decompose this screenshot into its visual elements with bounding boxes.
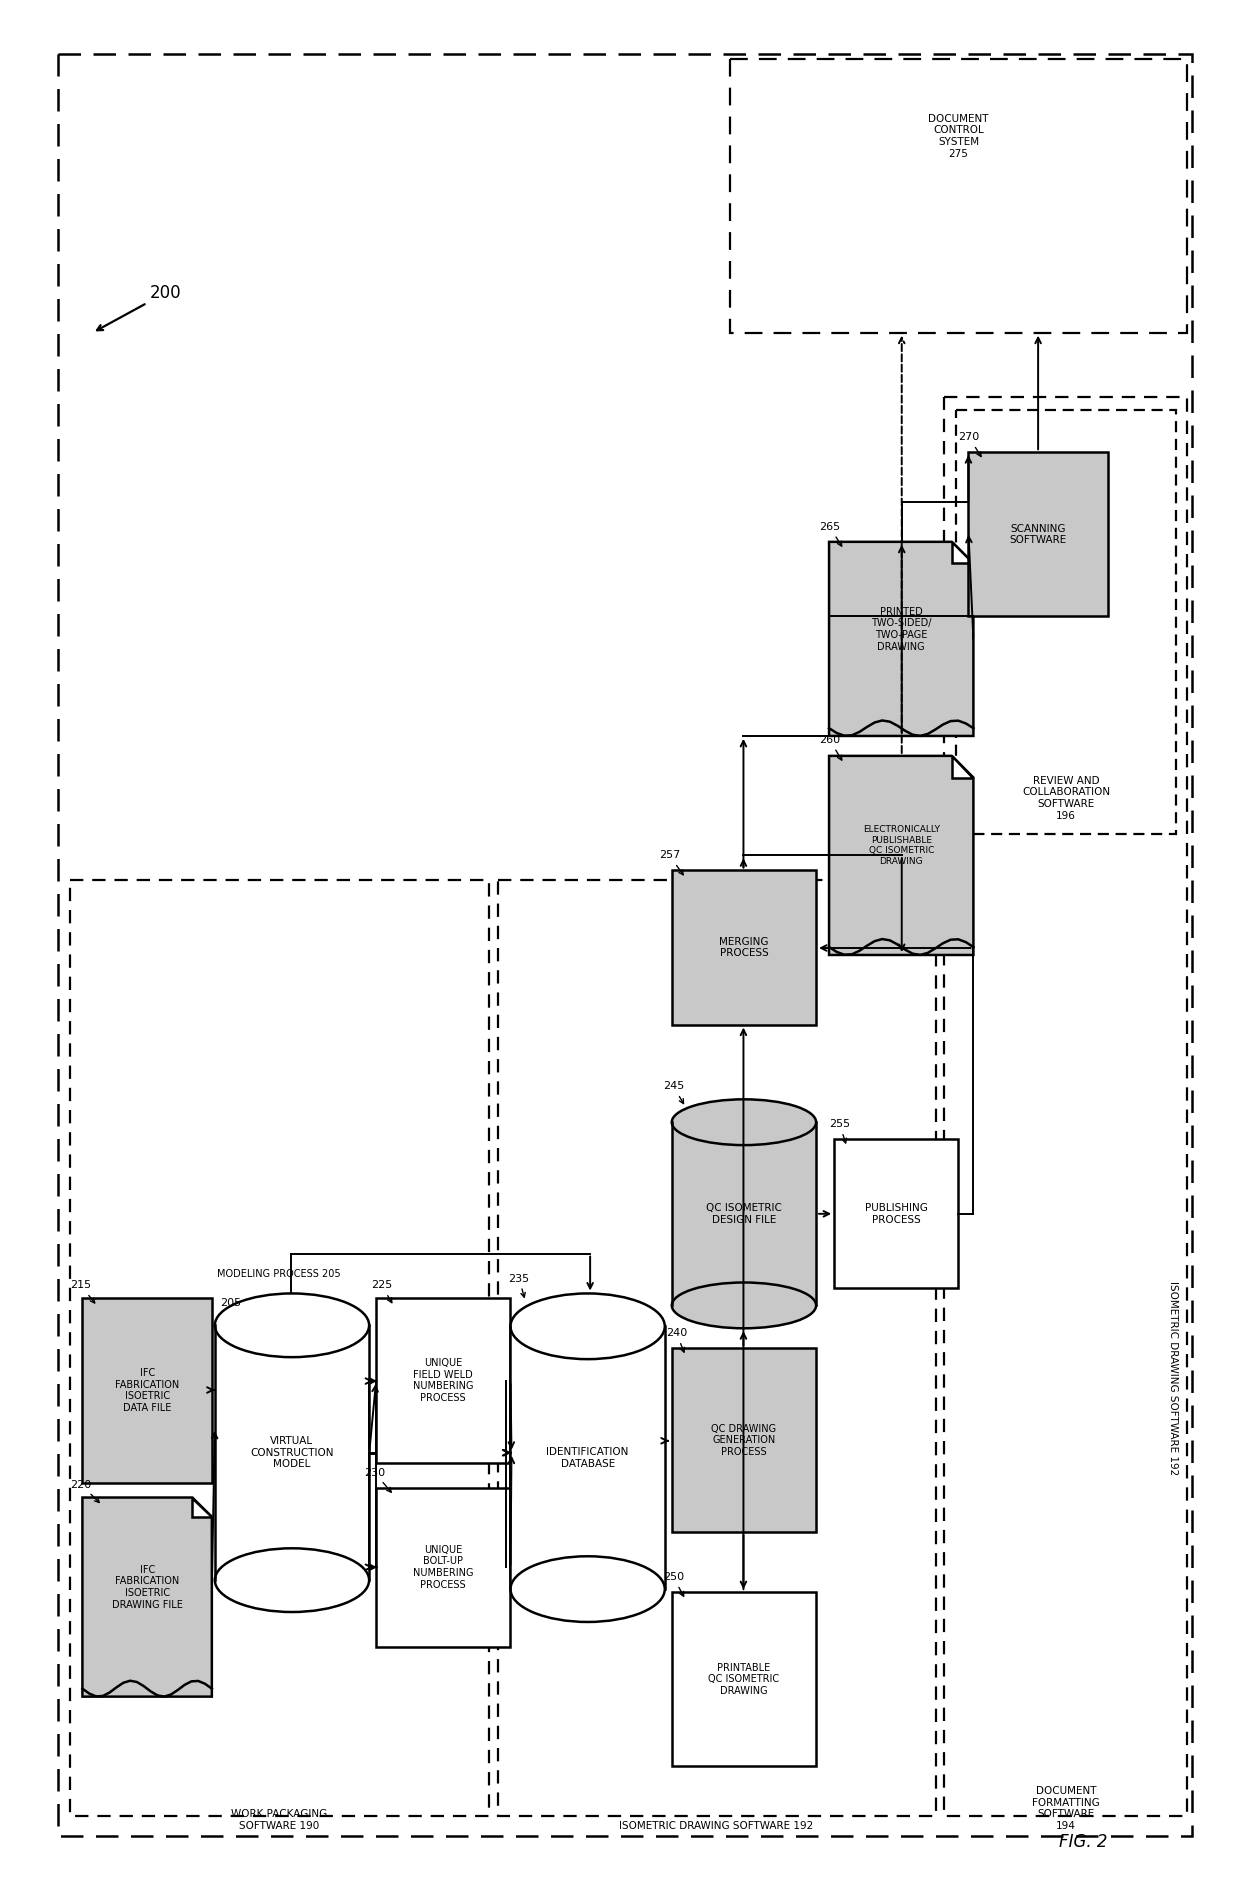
Polygon shape (830, 755, 973, 954)
Ellipse shape (215, 1294, 370, 1356)
Bar (672, 1592, 816, 1766)
Text: REVIEW AND
COLLABORATION
SOFTWARE
196: REVIEW AND COLLABORATION SOFTWARE 196 (1022, 776, 1110, 821)
Text: ELECTRONICALLY
PUBLISHABLE
QC ISOMETRIC
DRAWING: ELECTRONICALLY PUBLISHABLE QC ISOMETRIC … (863, 825, 940, 865)
Text: 230: 230 (365, 1468, 392, 1493)
Bar (511, 1326, 665, 1590)
Text: IFC
FABRICATION
ISOETRIC
DRAWING FILE: IFC FABRICATION ISOETRIC DRAWING FILE (112, 1565, 182, 1609)
Bar (956, 410, 1176, 833)
Bar (376, 1487, 511, 1647)
Text: 205: 205 (219, 1298, 241, 1309)
Text: UNIQUE
BOLT-UP
NUMBERING
PROCESS: UNIQUE BOLT-UP NUMBERING PROCESS (413, 1544, 474, 1590)
Text: ISOMETRIC DRAWING SOFTWARE 192: ISOMETRIC DRAWING SOFTWARE 192 (620, 1821, 813, 1831)
Text: WORK PACKAGING
SOFTWARE 190: WORK PACKAGING SOFTWARE 190 (232, 1810, 327, 1831)
Text: 270: 270 (959, 433, 981, 457)
Text: QC ISOMETRIC
DESIGN FILE: QC ISOMETRIC DESIGN FILE (706, 1203, 782, 1225)
Text: IDENTIFICATION
DATABASE: IDENTIFICATION DATABASE (547, 1447, 629, 1468)
Text: 225: 225 (371, 1280, 392, 1303)
Bar (835, 1138, 959, 1288)
Text: IFC
FABRICATION
ISOETRIC
DATA FILE: IFC FABRICATION ISOETRIC DATA FILE (115, 1368, 180, 1413)
Text: 215: 215 (71, 1280, 94, 1303)
Text: UNIQUE
FIELD WELD
NUMBERING
PROCESS: UNIQUE FIELD WELD NUMBERING PROCESS (413, 1358, 474, 1404)
Text: SCANNING
SOFTWARE: SCANNING SOFTWARE (1009, 524, 1066, 544)
Text: VIRTUAL
CONSTRUCTION
MODEL: VIRTUAL CONSTRUCTION MODEL (250, 1436, 334, 1470)
Text: 235: 235 (508, 1273, 529, 1298)
Bar (672, 1349, 816, 1533)
Text: 265: 265 (820, 522, 842, 546)
Bar (944, 398, 1188, 1815)
Text: MODELING PROCESS 205: MODELING PROCESS 205 (217, 1269, 341, 1279)
Text: 260: 260 (820, 734, 842, 761)
Text: DOCUMENT
FORMATTING
SOFTWARE
194: DOCUMENT FORMATTING SOFTWARE 194 (1032, 1787, 1100, 1831)
Polygon shape (952, 755, 973, 778)
Bar (729, 59, 1188, 332)
Ellipse shape (215, 1548, 370, 1612)
Text: 220: 220 (71, 1480, 99, 1502)
Polygon shape (952, 543, 973, 563)
Ellipse shape (672, 1282, 816, 1328)
Text: FIG. 2: FIG. 2 (1059, 1833, 1107, 1851)
Bar (376, 1298, 511, 1463)
Text: DOCUMENT
CONTROL
SYSTEM
275: DOCUMENT CONTROL SYSTEM 275 (929, 114, 988, 159)
Bar (82, 1298, 212, 1483)
Ellipse shape (511, 1556, 665, 1622)
Ellipse shape (511, 1294, 665, 1358)
Bar (215, 1326, 370, 1580)
Bar (968, 451, 1107, 617)
Text: 245: 245 (663, 1081, 684, 1104)
Text: PRINTED
TWO-SIDED/
TWO-PAGE
DRAWING: PRINTED TWO-SIDED/ TWO-PAGE DRAWING (870, 607, 931, 651)
Text: PUBLISHING
PROCESS: PUBLISHING PROCESS (864, 1203, 928, 1225)
Ellipse shape (672, 1100, 816, 1146)
Polygon shape (830, 543, 973, 736)
Bar (497, 880, 935, 1815)
Bar (672, 871, 816, 1024)
Text: 200: 200 (150, 285, 182, 302)
Text: 240: 240 (666, 1328, 687, 1353)
Bar (71, 880, 489, 1815)
Text: MERGING
PROCESS: MERGING PROCESS (719, 937, 769, 958)
Text: 250: 250 (663, 1573, 684, 1595)
Text: ISOMETRIC DRAWING SOFTWARE 192: ISOMETRIC DRAWING SOFTWARE 192 (1168, 1280, 1178, 1476)
Bar (672, 1123, 816, 1305)
Text: 257: 257 (658, 850, 683, 875)
Text: PRINTABLE
QC ISOMETRIC
DRAWING: PRINTABLE QC ISOMETRIC DRAWING (708, 1662, 780, 1696)
Text: 255: 255 (830, 1119, 851, 1144)
Text: QC DRAWING
GENERATION
PROCESS: QC DRAWING GENERATION PROCESS (712, 1423, 776, 1457)
Polygon shape (192, 1497, 212, 1518)
Polygon shape (82, 1497, 212, 1696)
